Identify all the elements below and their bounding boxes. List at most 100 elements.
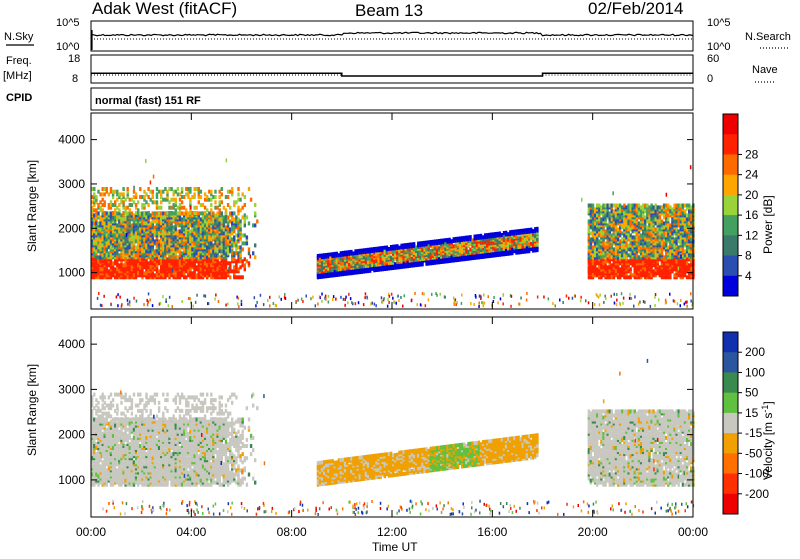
power-cell: [133, 237, 135, 241]
power-cell: [336, 252, 338, 256]
power-cell: [336, 259, 338, 263]
power-cell: [242, 215, 244, 219]
power-cell: [594, 225, 596, 229]
power-cell: [150, 265, 152, 269]
power-cell: [231, 237, 233, 241]
power-cell: [357, 249, 359, 253]
power-cell: [212, 225, 214, 229]
power-cell: [617, 227, 619, 231]
power-cell: [334, 252, 336, 256]
power-cell: [600, 271, 602, 275]
power-cell: [386, 246, 388, 250]
power-cell: [675, 219, 677, 223]
power-cell: [204, 251, 206, 255]
power-cell: [137, 271, 139, 275]
power-cell: [135, 211, 137, 215]
power-cell: [592, 221, 594, 225]
power-cell: [688, 263, 690, 267]
power-cell: [244, 217, 246, 221]
power-cell: [210, 249, 212, 253]
power-cell: [625, 209, 627, 213]
power-cell: [210, 203, 212, 207]
power-cell: [219, 269, 221, 273]
power-cell: [613, 269, 615, 273]
power-cell: [453, 237, 455, 241]
power-cell: [371, 247, 373, 251]
power-cell: [652, 233, 654, 237]
power-cell: [507, 243, 509, 247]
power-cell: [428, 255, 430, 259]
power-cell: [162, 243, 164, 247]
power-cell: [663, 215, 665, 219]
power-cell: [196, 249, 198, 253]
power-cell: [212, 211, 214, 215]
power-cell: [598, 217, 600, 221]
power-cell: [154, 239, 156, 243]
power-cell: [141, 203, 143, 207]
power-cell: [191, 237, 193, 241]
power-cell: [465, 250, 467, 254]
power-cell: [156, 211, 158, 215]
power-cell: [613, 223, 615, 227]
power-cell: [158, 259, 160, 263]
power-cell: [627, 275, 629, 279]
power-cell: [139, 269, 141, 273]
power-cell: [507, 232, 509, 236]
power-cell: [680, 273, 682, 277]
power-cell: [655, 253, 657, 257]
power-cell: [152, 271, 154, 275]
power-cell: [219, 261, 221, 265]
power-cell: [669, 251, 671, 255]
power-cell: [237, 198, 239, 202]
power-cell: [99, 200, 101, 204]
power-cell: [619, 239, 621, 243]
power-cell: [501, 233, 503, 237]
power-cell: [627, 243, 629, 247]
power-cell: [216, 211, 218, 215]
power-cell: [667, 235, 669, 239]
power-cell: [237, 251, 239, 255]
power-cell: [248, 187, 250, 191]
power-cell: [632, 273, 634, 277]
power-cell: [690, 205, 692, 209]
power-cell: [644, 257, 646, 261]
power-cell: [206, 263, 208, 267]
power-cell: [175, 208, 177, 212]
power-cell: [221, 263, 223, 267]
power-cell: [663, 235, 665, 239]
power-cell: [147, 237, 149, 241]
power-cell: [156, 200, 158, 204]
power-cell: [214, 195, 216, 199]
power-cell: [671, 207, 673, 211]
power-cell: [106, 253, 108, 257]
power-cell: [657, 235, 659, 239]
power-cell: [532, 243, 534, 247]
power-cell: [95, 265, 97, 269]
power-cell: [522, 245, 524, 249]
power-cell: [425, 241, 427, 245]
power-cell: [446, 238, 448, 242]
power-cell: [638, 225, 640, 229]
power-cell: [116, 206, 118, 210]
power-cell: [365, 248, 367, 252]
power-cell: [154, 229, 156, 233]
power-cell: [592, 259, 594, 263]
power-cell: [219, 249, 221, 253]
power-cell: [602, 261, 604, 265]
power-cell: [106, 267, 108, 271]
power-cell: [189, 187, 191, 191]
power-cell: [627, 227, 629, 231]
power-cell: [436, 239, 438, 243]
power-cell: [484, 248, 486, 252]
power-cell: [162, 198, 164, 202]
power-cell: [434, 252, 436, 256]
power-cell: [219, 190, 221, 194]
power-cell: [237, 229, 239, 233]
power-cell: [632, 204, 634, 208]
nave-tick-bottom: 0: [707, 73, 713, 85]
power-cell: [246, 235, 248, 239]
power-cell: [212, 271, 214, 275]
power-cell: [147, 211, 149, 215]
power-cell: [617, 245, 619, 249]
power-cell: [590, 241, 592, 245]
